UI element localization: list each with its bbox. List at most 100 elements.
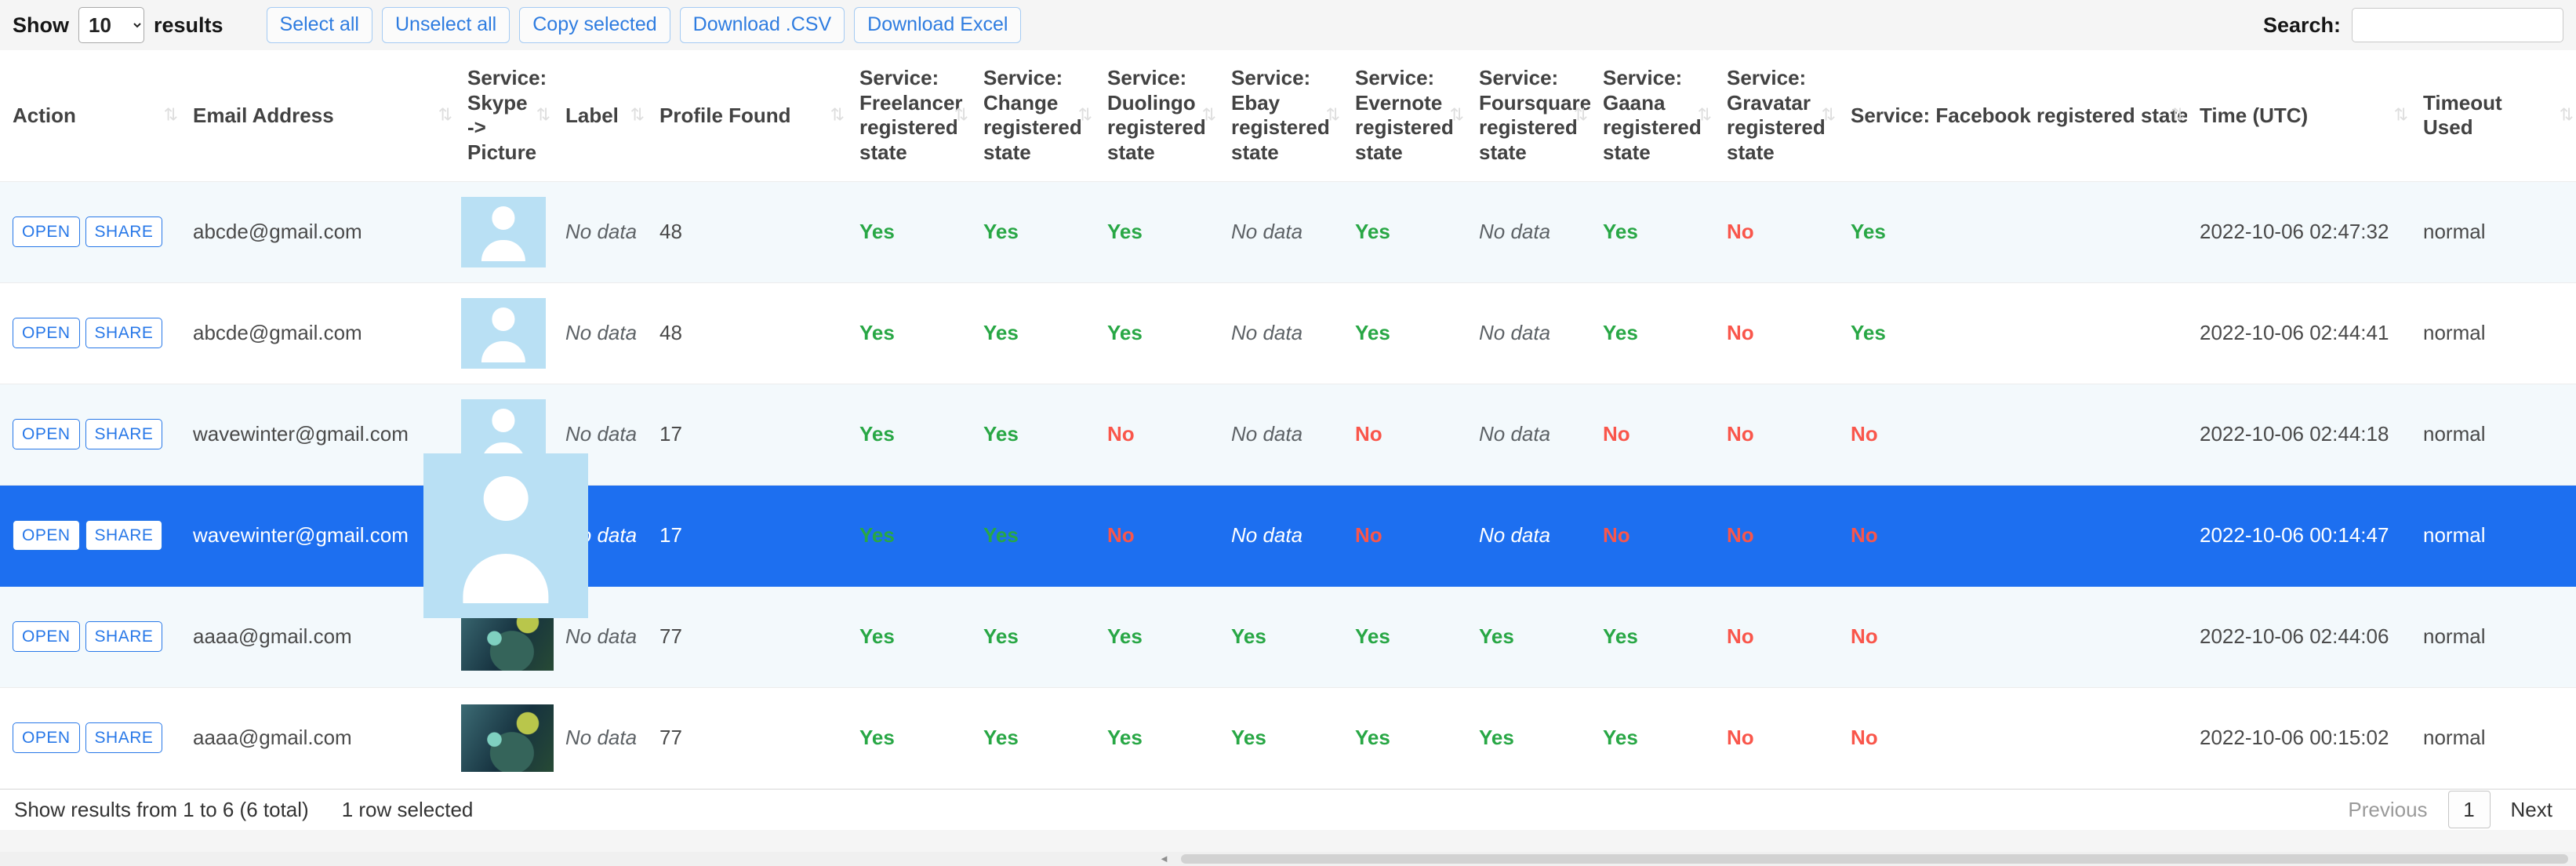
- evernote-state-cell: No: [1342, 485, 1466, 587]
- column-header-label: Timeout Used: [2423, 90, 2502, 140]
- column-header-label: Service: Gravatar registered state: [1727, 66, 1826, 165]
- column-header-service-gravatar-registered-state[interactable]: Service: Gravatar registered state ⇅: [1714, 50, 1838, 182]
- column-header-email-address[interactable]: Email Address ⇅: [180, 50, 455, 182]
- previous-page-button[interactable]: Previous: [2348, 797, 2428, 821]
- search: Search:: [2263, 8, 2563, 42]
- sort-icon: ⇅: [2559, 105, 2574, 126]
- column-header-service-evernote-registered-state[interactable]: Service: Evernote registered state ⇅: [1342, 50, 1466, 182]
- column-header-service-skype-picture[interactable]: Service: Skype -> Picture ⇅: [455, 50, 553, 182]
- action-cell: OPEN SHARE: [0, 485, 180, 587]
- column-header-service-foursquare-registered-state[interactable]: Service: Foursquare registered state ⇅: [1466, 50, 1591, 182]
- timeout-cell: normal: [2411, 485, 2576, 587]
- label-cell: No data: [553, 282, 647, 384]
- page-size-select[interactable]: 10: [78, 7, 144, 43]
- sort-icon: ⇅: [1821, 105, 1836, 126]
- table-row[interactable]: OPEN SHARE aaaa@gmail.com No data 77 Yes Yes Ye…: [0, 586, 2576, 688]
- table-row[interactable]: OPEN SHARE wavewinter@gmail.com No data 17 Ye…: [0, 453, 2576, 618]
- profile-found-cell: 48: [647, 181, 847, 283]
- time-cell: 2022-10-06 02:44:18: [2187, 384, 2411, 486]
- action-cell: OPEN SHARE: [0, 181, 180, 283]
- sort-icon: ⇅: [830, 105, 845, 126]
- column-header-service-facebook-registered-state[interactable]: Service: Facebook registered state ⇅: [1838, 50, 2189, 182]
- email-cell: aaaa@gmail.com: [180, 586, 455, 688]
- copy-selected-button[interactable]: Copy selected: [519, 7, 670, 43]
- share-button[interactable]: SHARE: [85, 621, 163, 653]
- column-header-service-gaana-registered-state[interactable]: Service: Gaana registered state ⇅: [1590, 50, 1714, 182]
- table-row[interactable]: OPEN SHARE wavewinter@gmail.com No data 17 Ye…: [0, 384, 2576, 486]
- picture-cell: [423, 453, 588, 618]
- column-header-service-freelancer-registered-state[interactable]: Service: Freelancer registered state ⇅: [847, 50, 971, 182]
- column-header-profile-found[interactable]: Profile Found ⇅: [647, 50, 847, 182]
- freelancer-state-cell: Yes: [847, 586, 971, 688]
- gaana-state-cell: Yes: [1590, 282, 1714, 384]
- foursquare-state-cell: Yes: [1466, 586, 1590, 688]
- timeout-cell: normal: [2411, 384, 2576, 486]
- next-page-button[interactable]: Next: [2510, 797, 2552, 821]
- ebay-state-cell: No data: [1219, 181, 1342, 283]
- time-cell: 2022-10-06 00:15:02: [2187, 687, 2411, 789]
- search-label: Search:: [2262, 13, 2341, 37]
- duolingo-state-cell: No: [1095, 485, 1219, 587]
- column-header-service-change-registered-state[interactable]: Service: Change registered state ⇅: [971, 50, 1095, 182]
- column-header-service-duolingo-registered-state[interactable]: Service: Duolingo registered state ⇅: [1095, 50, 1219, 182]
- column-header-label: Service: Duolingo registered state: [1107, 66, 1206, 165]
- show-label: Show: [13, 13, 69, 37]
- open-button[interactable]: OPEN: [13, 216, 80, 248]
- foursquare-state-cell: No data: [1466, 485, 1590, 587]
- duolingo-state-cell: No: [1095, 384, 1219, 486]
- person-icon: [423, 453, 588, 618]
- open-button[interactable]: OPEN: [13, 621, 80, 653]
- email-cell: wavewinter@gmail.com: [180, 485, 455, 587]
- timeout-cell: normal: [2411, 282, 2576, 384]
- open-button[interactable]: OPEN: [13, 419, 80, 450]
- scrollbar-thumb[interactable]: [1181, 854, 2568, 864]
- open-button[interactable]: OPEN: [13, 318, 80, 349]
- horizontal-scrollbar[interactable]: ◄: [0, 852, 2576, 866]
- profile-photo[interactable]: [461, 704, 554, 772]
- profile-found-cell: 77: [647, 586, 847, 688]
- share-button[interactable]: SHARE: [85, 722, 163, 754]
- column-header-service-ebay-registered-state[interactable]: Service: Ebay registered state ⇅: [1219, 50, 1342, 182]
- change-state-cell: Yes: [971, 687, 1095, 789]
- scrollbar-left-arrow-icon[interactable]: ◄: [1159, 853, 1169, 864]
- search-input[interactable]: [2352, 8, 2563, 42]
- avatar-placeholder[interactable]: [461, 297, 546, 369]
- unselect-all-button[interactable]: Unselect all: [382, 7, 510, 43]
- download-csv-button[interactable]: Download .CSV: [679, 7, 845, 43]
- share-button[interactable]: SHARE: [85, 520, 163, 551]
- column-header-label: Service: Change registered state: [983, 66, 1082, 165]
- freelancer-state-cell: Yes: [847, 687, 971, 789]
- current-page-button[interactable]: 1: [2447, 791, 2491, 829]
- open-button[interactable]: OPEN: [13, 722, 80, 754]
- table-row[interactable]: OPEN SHARE abcde@gmail.com No data 48 Yes Yes Y…: [0, 181, 2576, 283]
- column-header-action[interactable]: Action ⇅: [0, 50, 180, 182]
- column-header-label[interactable]: Label ⇅: [553, 50, 647, 182]
- freelancer-state-cell: Yes: [847, 485, 971, 587]
- table-header-row: Action ⇅ Email Address ⇅ Service: Skype -> P…: [0, 50, 2576, 182]
- share-button[interactable]: SHARE: [85, 318, 163, 349]
- toolbar: Show 10 results Select all Unselect all …: [0, 0, 2576, 50]
- time-cell: 2022-10-06 00:14:47: [2187, 485, 2411, 587]
- open-button[interactable]: OPEN: [13, 520, 80, 551]
- duolingo-state-cell: Yes: [1095, 181, 1219, 283]
- gaana-state-cell: Yes: [1590, 687, 1714, 789]
- column-header-label: Profile Found: [659, 103, 791, 127]
- sort-icon: ⇅: [163, 105, 178, 126]
- column-header-timeout-used[interactable]: Timeout Used ⇅: [2411, 50, 2576, 182]
- table-row[interactable]: OPEN SHARE abcde@gmail.com No data 48 Yes Yes Y…: [0, 282, 2576, 384]
- select-all-button[interactable]: Select all: [266, 7, 372, 43]
- download-excel-button[interactable]: Download Excel: [854, 7, 1022, 43]
- column-header-time-utc[interactable]: Time (UTC) ⇅: [2187, 50, 2411, 182]
- share-button[interactable]: SHARE: [85, 419, 163, 450]
- sort-icon: ⇅: [954, 105, 968, 126]
- avatar-placeholder[interactable]: [461, 196, 546, 267]
- results-label: results: [154, 13, 223, 37]
- share-button[interactable]: SHARE: [85, 216, 163, 248]
- ebay-state-cell: Yes: [1219, 687, 1342, 789]
- sort-icon: ⇅: [1573, 105, 1588, 126]
- bulk-actions: Select all Unselect all Copy selected Do…: [266, 7, 1022, 43]
- foursquare-state-cell: No data: [1466, 282, 1590, 384]
- table-row[interactable]: OPEN SHARE aaaa@gmail.com No data 77 Yes Yes Ye…: [0, 687, 2576, 789]
- column-header-label: Action: [13, 103, 76, 127]
